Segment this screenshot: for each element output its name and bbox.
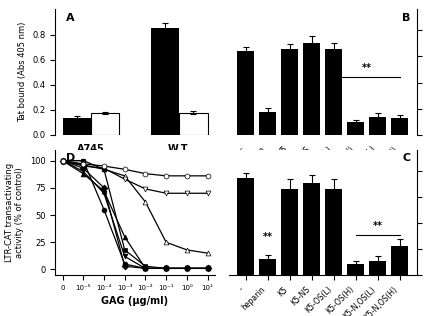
Bar [391, 118, 408, 135]
Text: B: B [402, 13, 411, 23]
Bar [259, 259, 276, 275]
Text: D: D [66, 154, 76, 163]
Bar [326, 189, 342, 275]
Bar [347, 122, 364, 135]
Bar [151, 28, 179, 135]
Text: A: A [66, 13, 75, 23]
Text: **: ** [373, 221, 383, 231]
Bar [391, 246, 408, 275]
Bar [326, 49, 342, 135]
X-axis label: GAG (μg/ml): GAG (μg/ml) [102, 296, 169, 306]
Bar [62, 118, 91, 135]
Bar [347, 264, 364, 275]
Bar [179, 113, 207, 135]
Bar [91, 113, 119, 135]
Bar [237, 178, 254, 275]
Bar [303, 43, 320, 135]
Bar [369, 117, 386, 135]
Text: **: ** [362, 63, 372, 73]
Bar [281, 49, 298, 135]
Bar [259, 112, 276, 135]
Bar [237, 51, 254, 135]
Bar [369, 261, 386, 275]
Bar [281, 189, 298, 275]
Text: C: C [403, 154, 411, 163]
Text: **: ** [263, 232, 272, 241]
Bar [303, 183, 320, 275]
Y-axis label: LTR-CAT transactivating
activity (% of control): LTR-CAT transactivating activity (% of c… [5, 163, 24, 262]
Y-axis label: Tat bound (Abs 405 nm): Tat bound (Abs 405 nm) [18, 22, 27, 122]
